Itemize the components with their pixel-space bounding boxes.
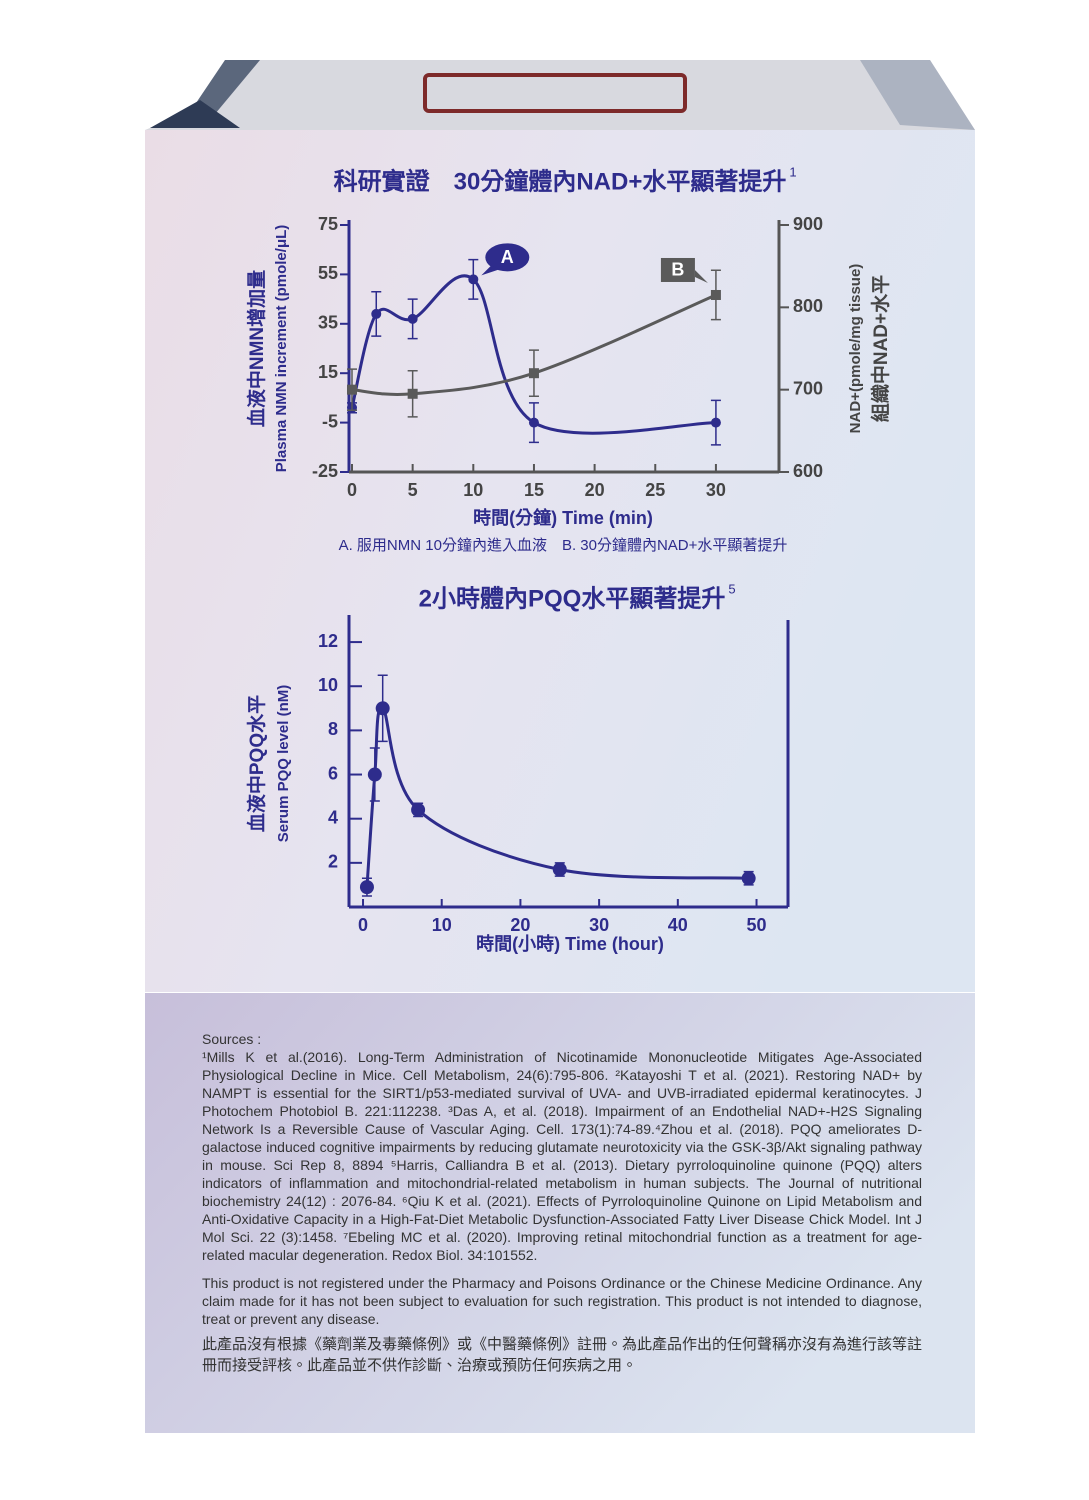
- y-label: 血液中NMN增加量: [245, 270, 268, 427]
- x-tick-label: 5: [408, 480, 418, 500]
- y-tick-label: 8: [328, 719, 338, 739]
- box-bottom-panel: [145, 993, 975, 1433]
- disclaimer-zh: 此產品沒有根據《藥劑業及毒藥條例》或《中醫藥條例》註冊。為此產品作出的任何聲稱亦…: [202, 1336, 923, 1374]
- box-top: [145, 60, 975, 130]
- x-tick-label: 10: [463, 480, 483, 500]
- x-tick-label: 30: [589, 915, 609, 935]
- y2-tick-label: 700: [793, 378, 823, 398]
- sources-heading: Sources :: [202, 1031, 262, 1047]
- point: [710, 289, 721, 300]
- x-label: 時間(分鐘) Time (min): [473, 507, 653, 528]
- point: [710, 417, 721, 428]
- point: [407, 313, 418, 324]
- point: [468, 274, 479, 285]
- y2-tick-label: 900: [793, 214, 823, 234]
- y-tick-label: 2: [328, 852, 338, 872]
- title-note: 1: [789, 164, 796, 179]
- y-tick-label: 12: [318, 631, 338, 651]
- sources: Sources : ¹Mills K et al.(2016). Long-Te…: [202, 1030, 922, 1376]
- y2-label: 組織中NAD+水平: [869, 275, 892, 422]
- x-tick-label: 30: [706, 480, 726, 500]
- box-pattern: [860, 60, 975, 130]
- charts: 科研實證 30分鐘體內NAD+水平顯著提升 10 5 10 15 20 25 30-25-51…: [245, 164, 892, 953]
- box-pattern: [150, 100, 240, 128]
- disclaimer-en: This product is not registered under the…: [202, 1275, 922, 1327]
- x-tick-label: 50: [747, 915, 767, 935]
- y-tick-label: 35: [318, 313, 338, 333]
- chart-title: 2小時體內PQQ水平顯著提升: [419, 585, 726, 612]
- y-label-en: Serum PQQ level (nM): [275, 685, 292, 843]
- y-tick-label: 15: [318, 362, 338, 382]
- point: [528, 368, 539, 379]
- y-tick-label: 75: [318, 214, 338, 234]
- point: [359, 880, 374, 895]
- x-tick-label: 40: [668, 915, 688, 935]
- x-tick-label: 20: [585, 480, 605, 500]
- point: [407, 388, 418, 399]
- callout-label: A: [501, 247, 514, 267]
- x-tick-label: 0: [347, 480, 357, 500]
- x-tick-label: 25: [645, 480, 665, 500]
- y2-label-en: NAD+(pmole/mg tissue): [847, 264, 864, 434]
- point: [371, 308, 382, 319]
- y-label: 血液中PQQ水平: [245, 695, 268, 832]
- point: [741, 871, 756, 886]
- x-tick-label: 20: [510, 915, 530, 935]
- point: [375, 701, 390, 716]
- title-note: 5: [728, 581, 735, 596]
- point: [528, 417, 539, 428]
- chart-title: 科研實證 30分鐘體內NAD+水平顯著提升: [334, 167, 787, 195]
- point: [411, 802, 426, 817]
- callout: [660, 257, 695, 282]
- box-front: [145, 130, 975, 992]
- x-tick-label: 0: [358, 915, 368, 935]
- y2-tick-label: 600: [793, 461, 823, 481]
- callout-tail: [694, 269, 708, 283]
- y-tick-label: -25: [312, 461, 338, 481]
- point: [367, 767, 382, 782]
- callout-label: B: [671, 260, 684, 280]
- logo: [423, 73, 687, 113]
- point: [552, 862, 567, 877]
- y-tick-label: 10: [318, 675, 338, 695]
- point: [347, 384, 357, 395]
- y-tick-label: 55: [318, 263, 338, 283]
- x-tick-label: 15: [524, 480, 544, 500]
- y-tick-label: 6: [328, 763, 338, 783]
- box-pattern: [190, 60, 260, 120]
- y2-tick-label: 800: [793, 296, 823, 316]
- x-label: 時間(小時) Time (hour): [476, 934, 664, 954]
- y-label-en: Plasma NMN increment (pmole/μL): [273, 225, 290, 473]
- y-tick-label: -5: [322, 411, 338, 431]
- callout-tail: [481, 265, 500, 276]
- callout: [485, 243, 530, 272]
- sources-text: ¹Mills K et al.(2016). Long-Term Adminis…: [202, 1049, 922, 1263]
- y-tick-label: 4: [328, 807, 338, 827]
- series-line: [351, 293, 717, 396]
- x-tick-label: 10: [432, 915, 452, 935]
- caption: A. 服用NMN 10分鐘內進入血液 B. 30分鐘體內NAD+水平顯著提升: [339, 537, 788, 554]
